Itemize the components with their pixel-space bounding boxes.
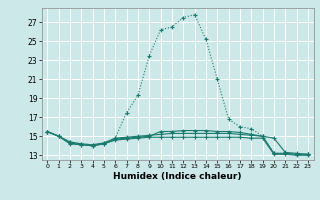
X-axis label: Humidex (Indice chaleur): Humidex (Indice chaleur) xyxy=(113,172,242,181)
